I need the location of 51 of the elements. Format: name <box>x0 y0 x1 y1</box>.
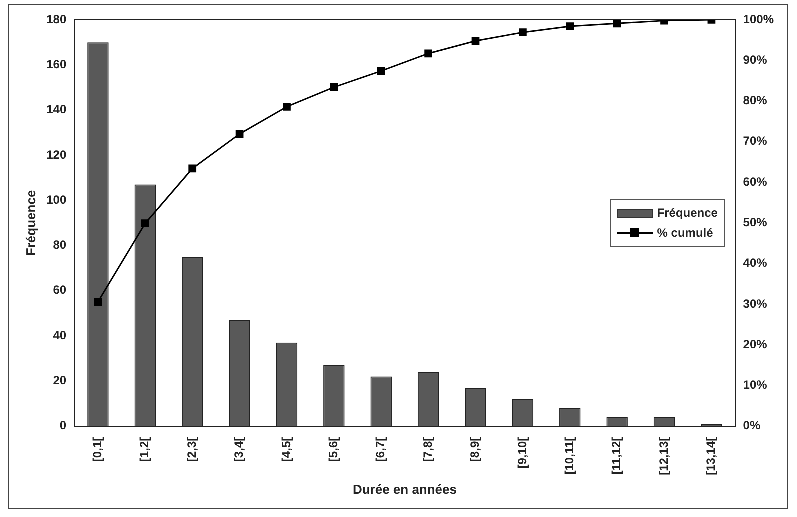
y-tick-label: 80 <box>53 238 67 252</box>
y2-tick-label: 0% <box>743 418 761 433</box>
point <box>519 28 527 37</box>
point <box>283 103 291 111</box>
x-tick-label: [0,1[ <box>90 437 105 462</box>
x-axis-title: Durée en années <box>352 482 457 497</box>
point <box>377 67 386 76</box>
x-tick-label: [2,3[ <box>184 437 199 462</box>
x-tick-label: [10,11[ <box>562 437 576 475</box>
point <box>566 22 574 30</box>
point <box>236 130 244 138</box>
x-tick-label: [12,13[ <box>656 437 671 476</box>
point <box>188 164 197 173</box>
x-tick-label: [8,9[ <box>468 437 482 462</box>
y2-tick-label: 60% <box>743 174 768 189</box>
x-tick-label: [7,8[ <box>420 437 435 462</box>
x-tick-label: [6,7[ <box>374 437 388 462</box>
x-tick-label: [4,5[ <box>279 437 294 462</box>
y2-tick-label: 20% <box>743 337 768 352</box>
x-tick-label: [1,2[ <box>138 437 152 462</box>
y-tick-label: 160 <box>46 57 67 72</box>
point <box>472 37 480 46</box>
y-tick-label: 140 <box>46 102 67 117</box>
x-tick-label: [3,4[ <box>232 437 246 462</box>
legend-label: Fréquence <box>657 206 718 220</box>
y2-tick-label: 100% <box>743 12 774 26</box>
point <box>613 20 622 28</box>
y2-tick-label: 50% <box>743 216 768 230</box>
y-tick-label: 20 <box>53 374 67 388</box>
y-tick-label: 120 <box>46 148 67 162</box>
y2-tick-label: 10% <box>743 378 768 392</box>
point <box>141 220 150 228</box>
y-tick-label: 0 <box>60 418 67 433</box>
y-tick-label: 60 <box>53 283 67 298</box>
point <box>424 50 432 58</box>
y-tick-label: 40 <box>53 328 67 342</box>
x-tick-label: [13,14[ <box>704 437 718 476</box>
x-tick-label: [11,12[ <box>610 437 624 475</box>
y2-tick-label: 90% <box>743 52 768 67</box>
point <box>94 298 102 306</box>
x-tick-label: [9,10[ <box>515 437 530 469</box>
y-tick-label: 180 <box>46 12 67 26</box>
point <box>330 84 338 92</box>
y-tick-label: 100 <box>46 192 67 207</box>
x-tick-label: [5,6[ <box>326 437 340 462</box>
y2-tick-label: 80% <box>743 94 768 108</box>
y2-tick-label: 70% <box>743 134 768 148</box>
y-axis-title: Fréquence <box>23 190 38 256</box>
legend-label: % cumulé <box>657 226 714 240</box>
y2-tick-label: 40% <box>743 256 768 270</box>
y2-tick-label: 30% <box>743 296 768 311</box>
